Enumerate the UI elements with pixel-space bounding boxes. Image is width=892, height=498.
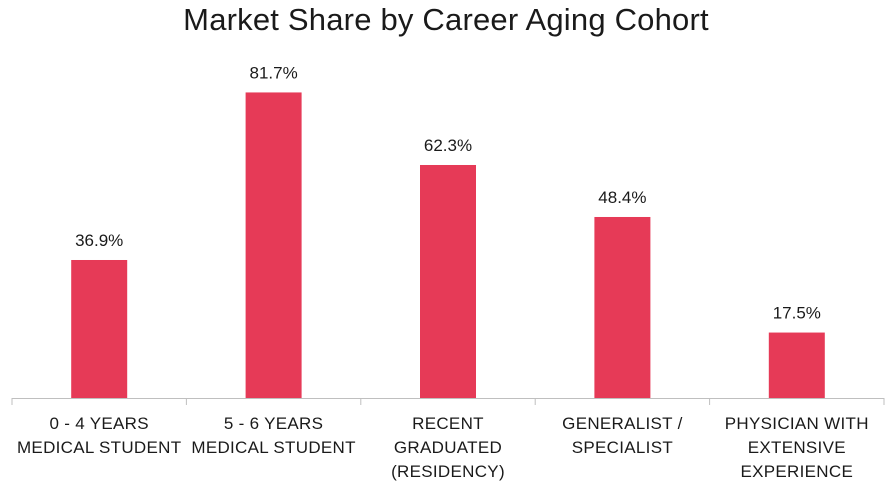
bar xyxy=(71,259,128,398)
bar xyxy=(420,164,476,398)
category-label: GRADUATED xyxy=(394,438,502,457)
chart-title: Market Share by Career Aging Cohort xyxy=(183,2,709,37)
category-label: SPECIALIST xyxy=(572,438,673,457)
data-label: 17.5% xyxy=(773,304,821,323)
data-label: 62.3% xyxy=(424,136,472,155)
category-label: 0 - 4 YEARS xyxy=(50,414,149,433)
category-labels-group: 0 - 4 YEARS MEDICAL STUDENT 5 - 6 YEARS MED… xyxy=(17,414,869,481)
category-label: MEDICAL STUDENT xyxy=(191,438,355,457)
data-label: 48.4% xyxy=(598,188,646,207)
category-label: PHYSICIAN WITH xyxy=(725,414,869,433)
bar xyxy=(245,92,302,398)
category-label: MEDICAL STUDENT xyxy=(17,438,181,457)
value-labels-group: 36.9% 81.7% 62.3% 48.4% 17.5% xyxy=(75,63,821,322)
category-label: RECENT xyxy=(412,414,484,433)
category-label: GENERALIST / xyxy=(562,414,682,433)
category-label: EXTENSIVE xyxy=(748,438,846,457)
data-label: 36.9% xyxy=(75,231,123,250)
category-label: (RESIDENCY) xyxy=(391,462,505,481)
bar xyxy=(594,216,651,398)
axis-group xyxy=(11,398,885,405)
data-label: 81.7% xyxy=(249,63,297,82)
category-label: EXPERIENCE xyxy=(741,462,854,481)
category-label: 5 - 6 YEARS xyxy=(224,414,323,433)
bars-group xyxy=(71,92,825,398)
bar xyxy=(768,332,825,398)
